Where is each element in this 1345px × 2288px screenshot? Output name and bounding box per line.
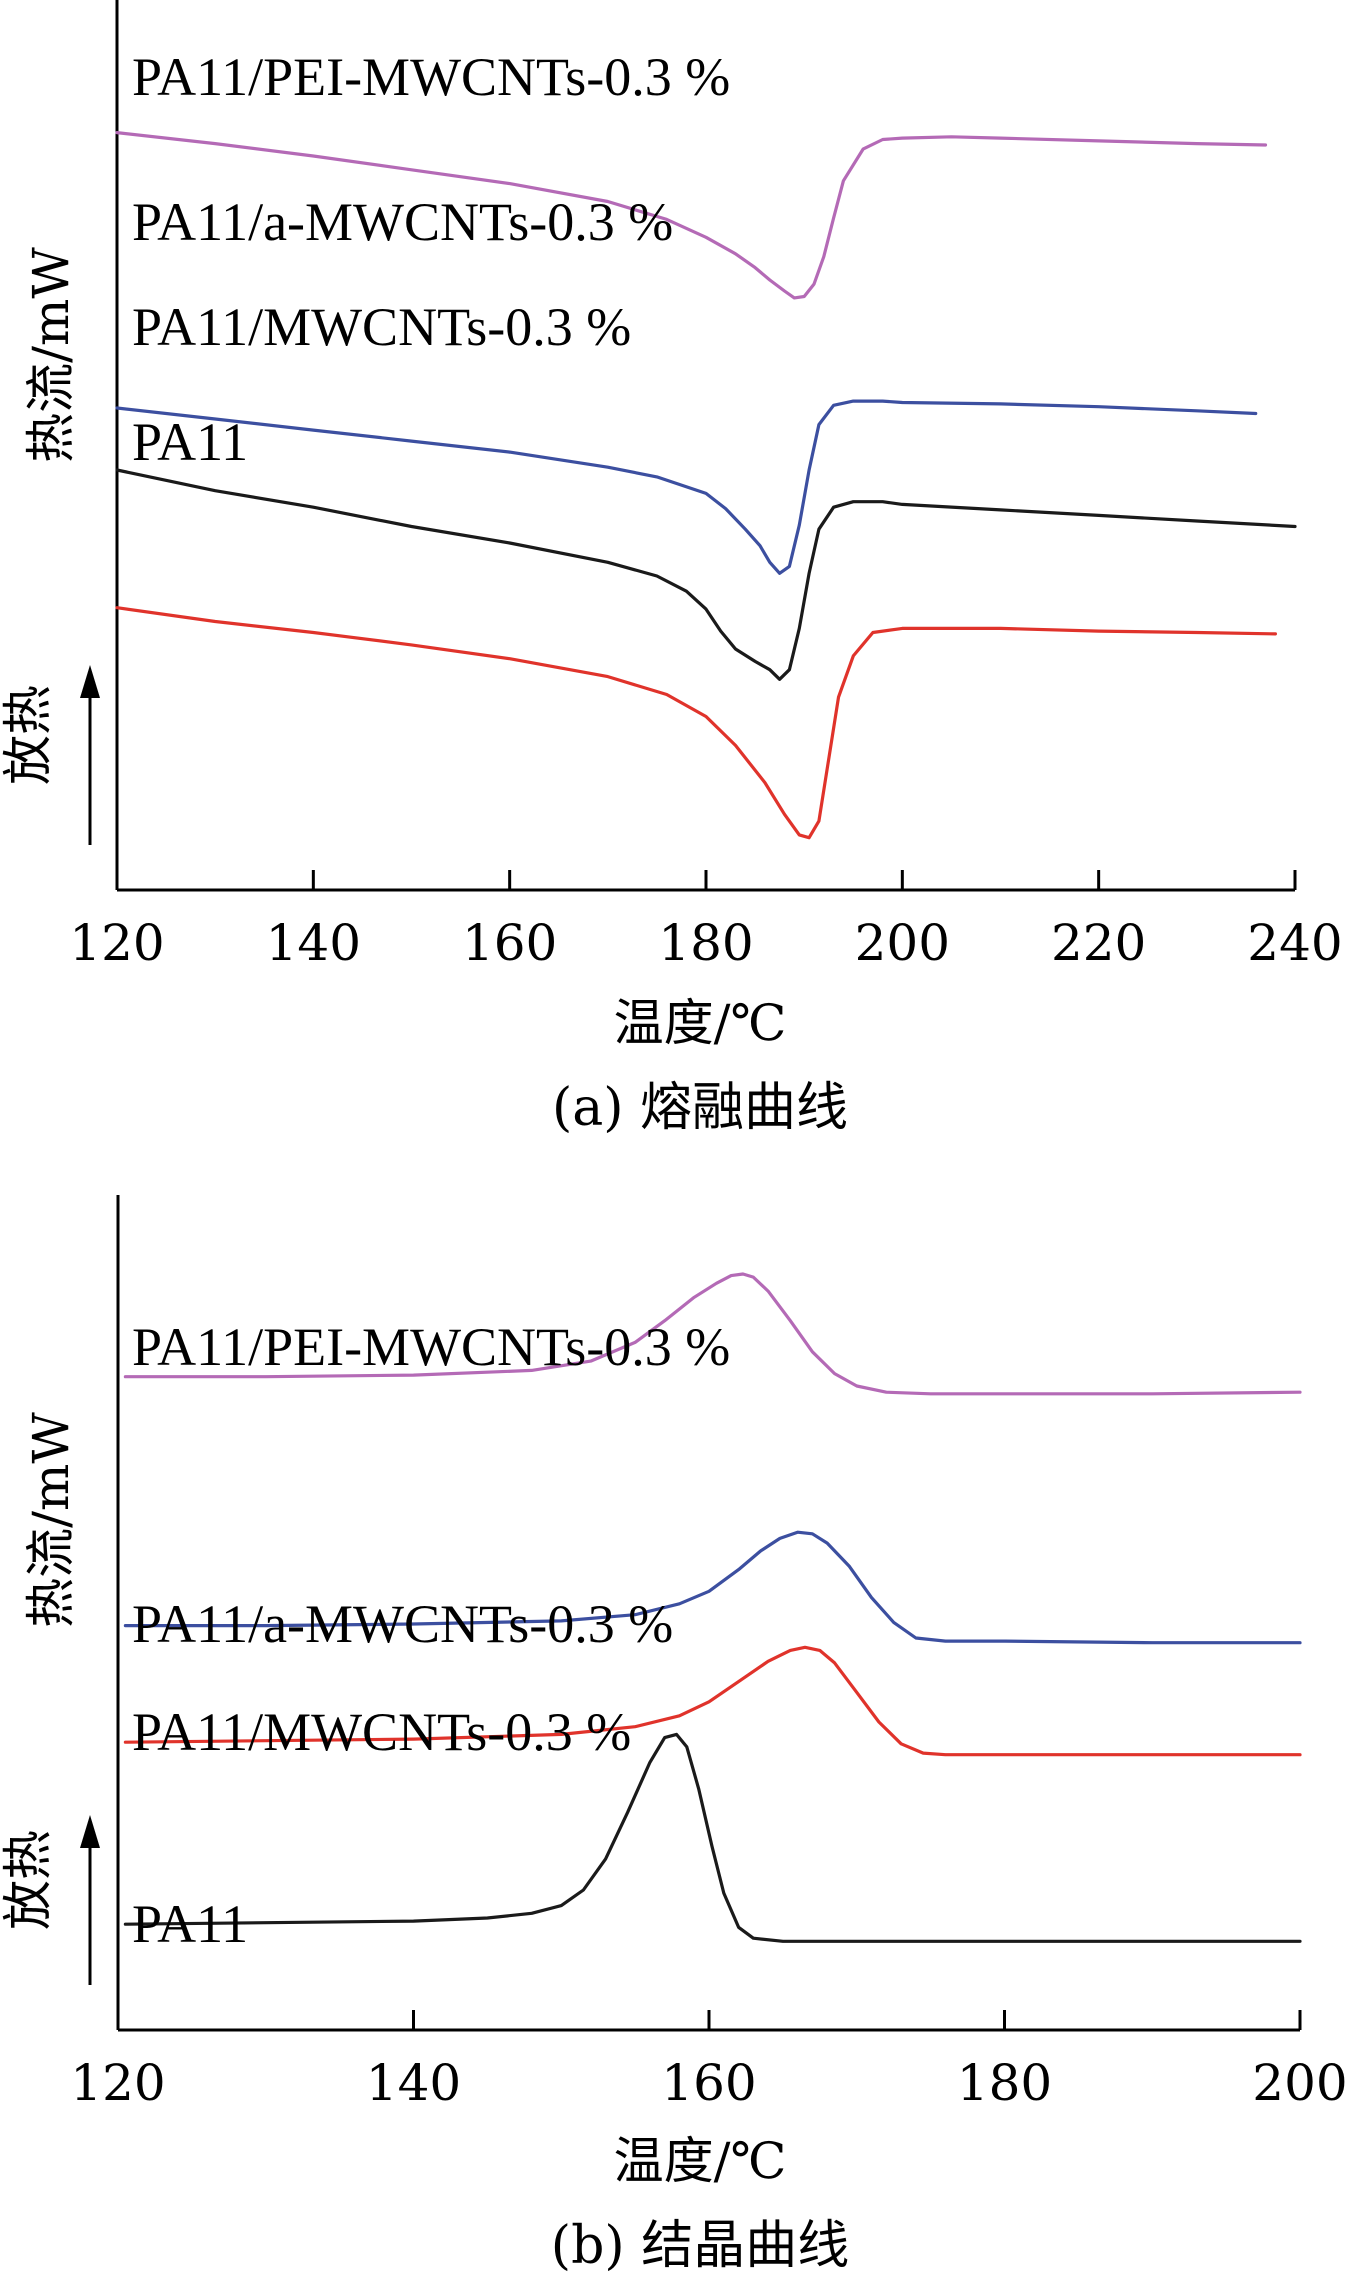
panel-a-x-tick-label: 140 [266,914,361,972]
panel-b-y-axis-label: 热流/mW [22,1412,80,1628]
panel-b-curve-pa11 [123,1732,1302,1943]
panel-b-series-label-pa11: PA11 [132,1894,248,1954]
panel-b-exo-label: 放热 [0,1830,57,1930]
panel-a-series-label-pa11-a-mwcnts-0-3: PA11/a-MWCNTs-0.3 % [132,192,673,252]
panel-a-caption: (a) 熔融曲线 [552,1078,848,1138]
panel-a-x-tick-label: 200 [855,914,950,972]
panel-b-curve-pa11-pei-mwcnts-0-3 [123,1272,1302,1396]
panel-a-series-label-pa11-mwcnts-0-3: PA11/MWCNTs-0.3 % [132,297,631,357]
panel-a-exo-indicator: 放热 [0,665,100,845]
panel-a-y-axis-label: 热流/mW [22,247,80,463]
panel-b-exo-indicator: 放热 [0,1815,100,1985]
panel-b-crystallization: 120 140 160 180 200 PA11/PEI-MWCNTs-0.3 %PA1… [0,1195,1345,2276]
panel-b-series-label-pa11-mwcnts-0-3: PA11/MWCNTs-0.3 % [132,1702,631,1762]
panel-a-x-tick-label: 220 [1051,914,1146,972]
panel-a-curve-pa11-pei-mwcnts-0-3 [115,131,1268,300]
panel-a-series-label-pa11: PA11 [132,412,248,472]
panel-b-x-axis-label: 温度/℃ [614,2132,787,2190]
panel-a-x-axis-label: 温度/℃ [614,994,787,1052]
panel-b-series-label-pa11-a-mwcnts-0-3: PA11/a-MWCNTs-0.3 % [132,1594,673,1654]
panel-a-x-tick-label: 240 [1247,914,1342,972]
panel-a-x-tick-label: 180 [658,914,753,972]
panel-a-x-ticks: 120 140 160 180 200 220 240 [69,870,1343,972]
panel-b-exo-arrow-icon [80,1815,100,1848]
panel-a-x-tick-label: 160 [462,914,557,972]
panel-b-x-tick-label: 160 [661,2054,756,2112]
panel-b-x-tick-label: 120 [70,2054,165,2112]
panel-a-curve-pa11 [115,468,1297,681]
panel-a-curve-pa11-mwcnts-0-3 [115,606,1277,840]
panel-b-x-tick-label: 200 [1252,2054,1345,2112]
panel-a-curve-pa11-a-mwcnts-0-3 [115,399,1258,575]
panel-a-melting: 120 140 160 180 200 220 240 PA11/PEI-MWCNTs-0.… [0,0,1343,1138]
panel-b-curve-pa11-a-mwcnts-0-3 [123,1530,1302,1645]
panel-a-series-labels: PA11/PEI-MWCNTs-0.3 % PA11/a-MWCNTs-0.3 %… [132,47,730,472]
panel-b-x-tick-label: 180 [957,2054,1052,2112]
panel-b-curve-pa11-mwcnts-0-3 [123,1645,1302,1757]
panel-a-exo-arrow-icon [80,665,100,698]
panel-b-caption: (b) 结晶曲线 [551,2216,849,2276]
panel-a-curves [115,131,1297,840]
panel-b-series-labels: PA11/PEI-MWCNTs-0.3 % PA11/a-MWCNTs-0.3 %… [132,1317,730,1954]
panel-a-x-tick-label: 120 [69,914,164,972]
panel-b-x-tick-label: 140 [366,2054,461,2112]
panel-b-curves [123,1272,1302,1943]
panel-b-series-label-pa11-pei-mwcnts-0-3: PA11/PEI-MWCNTs-0.3 % [132,1317,730,1377]
panel-a-exo-label: 放热 [0,685,57,785]
panel-b-x-ticks: 120 140 160 180 200 [70,2010,1345,2112]
panel-a-series-label-pa11-pei-mwcnts-0-3: PA11/PEI-MWCNTs-0.3 % [132,47,730,107]
